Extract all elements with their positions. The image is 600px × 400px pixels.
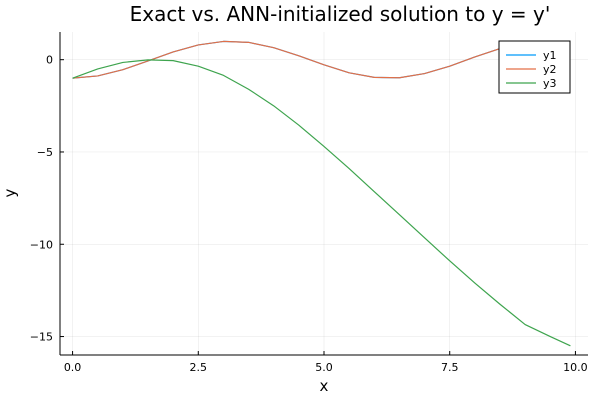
series-line-y3: [72, 59, 571, 347]
y-tick-label: −10: [30, 238, 53, 251]
legend-label-y3: y3: [543, 77, 557, 90]
x-tick-label: 5.0: [315, 361, 333, 374]
y-tick-labels: 0 −5 −10 −15: [30, 54, 64, 344]
x-tick-label: 0.0: [64, 361, 82, 374]
series-line-y2: [72, 40, 571, 79]
series-lines: [72, 40, 571, 347]
chart-title: Exact vs. ANN-initialized solution to y …: [130, 2, 551, 26]
y-tick-label: −5: [37, 146, 53, 159]
x-axis-label: x: [320, 377, 329, 395]
x-tick-labels: 0.0 2.5 5.0 7.5 10.0: [64, 351, 588, 374]
x-tick-label: 7.5: [441, 361, 459, 374]
y-tick-label: 0: [46, 54, 53, 67]
y-tick-label: −15: [30, 331, 53, 344]
legend-box: [498, 40, 571, 94]
x-tick-label: 10.0: [563, 361, 588, 374]
legend-label-y2: y2: [543, 63, 557, 76]
legend-label-y1: y1: [543, 49, 557, 62]
y-axis-label: y: [1, 188, 19, 197]
x-tick-label: 2.5: [190, 361, 208, 374]
